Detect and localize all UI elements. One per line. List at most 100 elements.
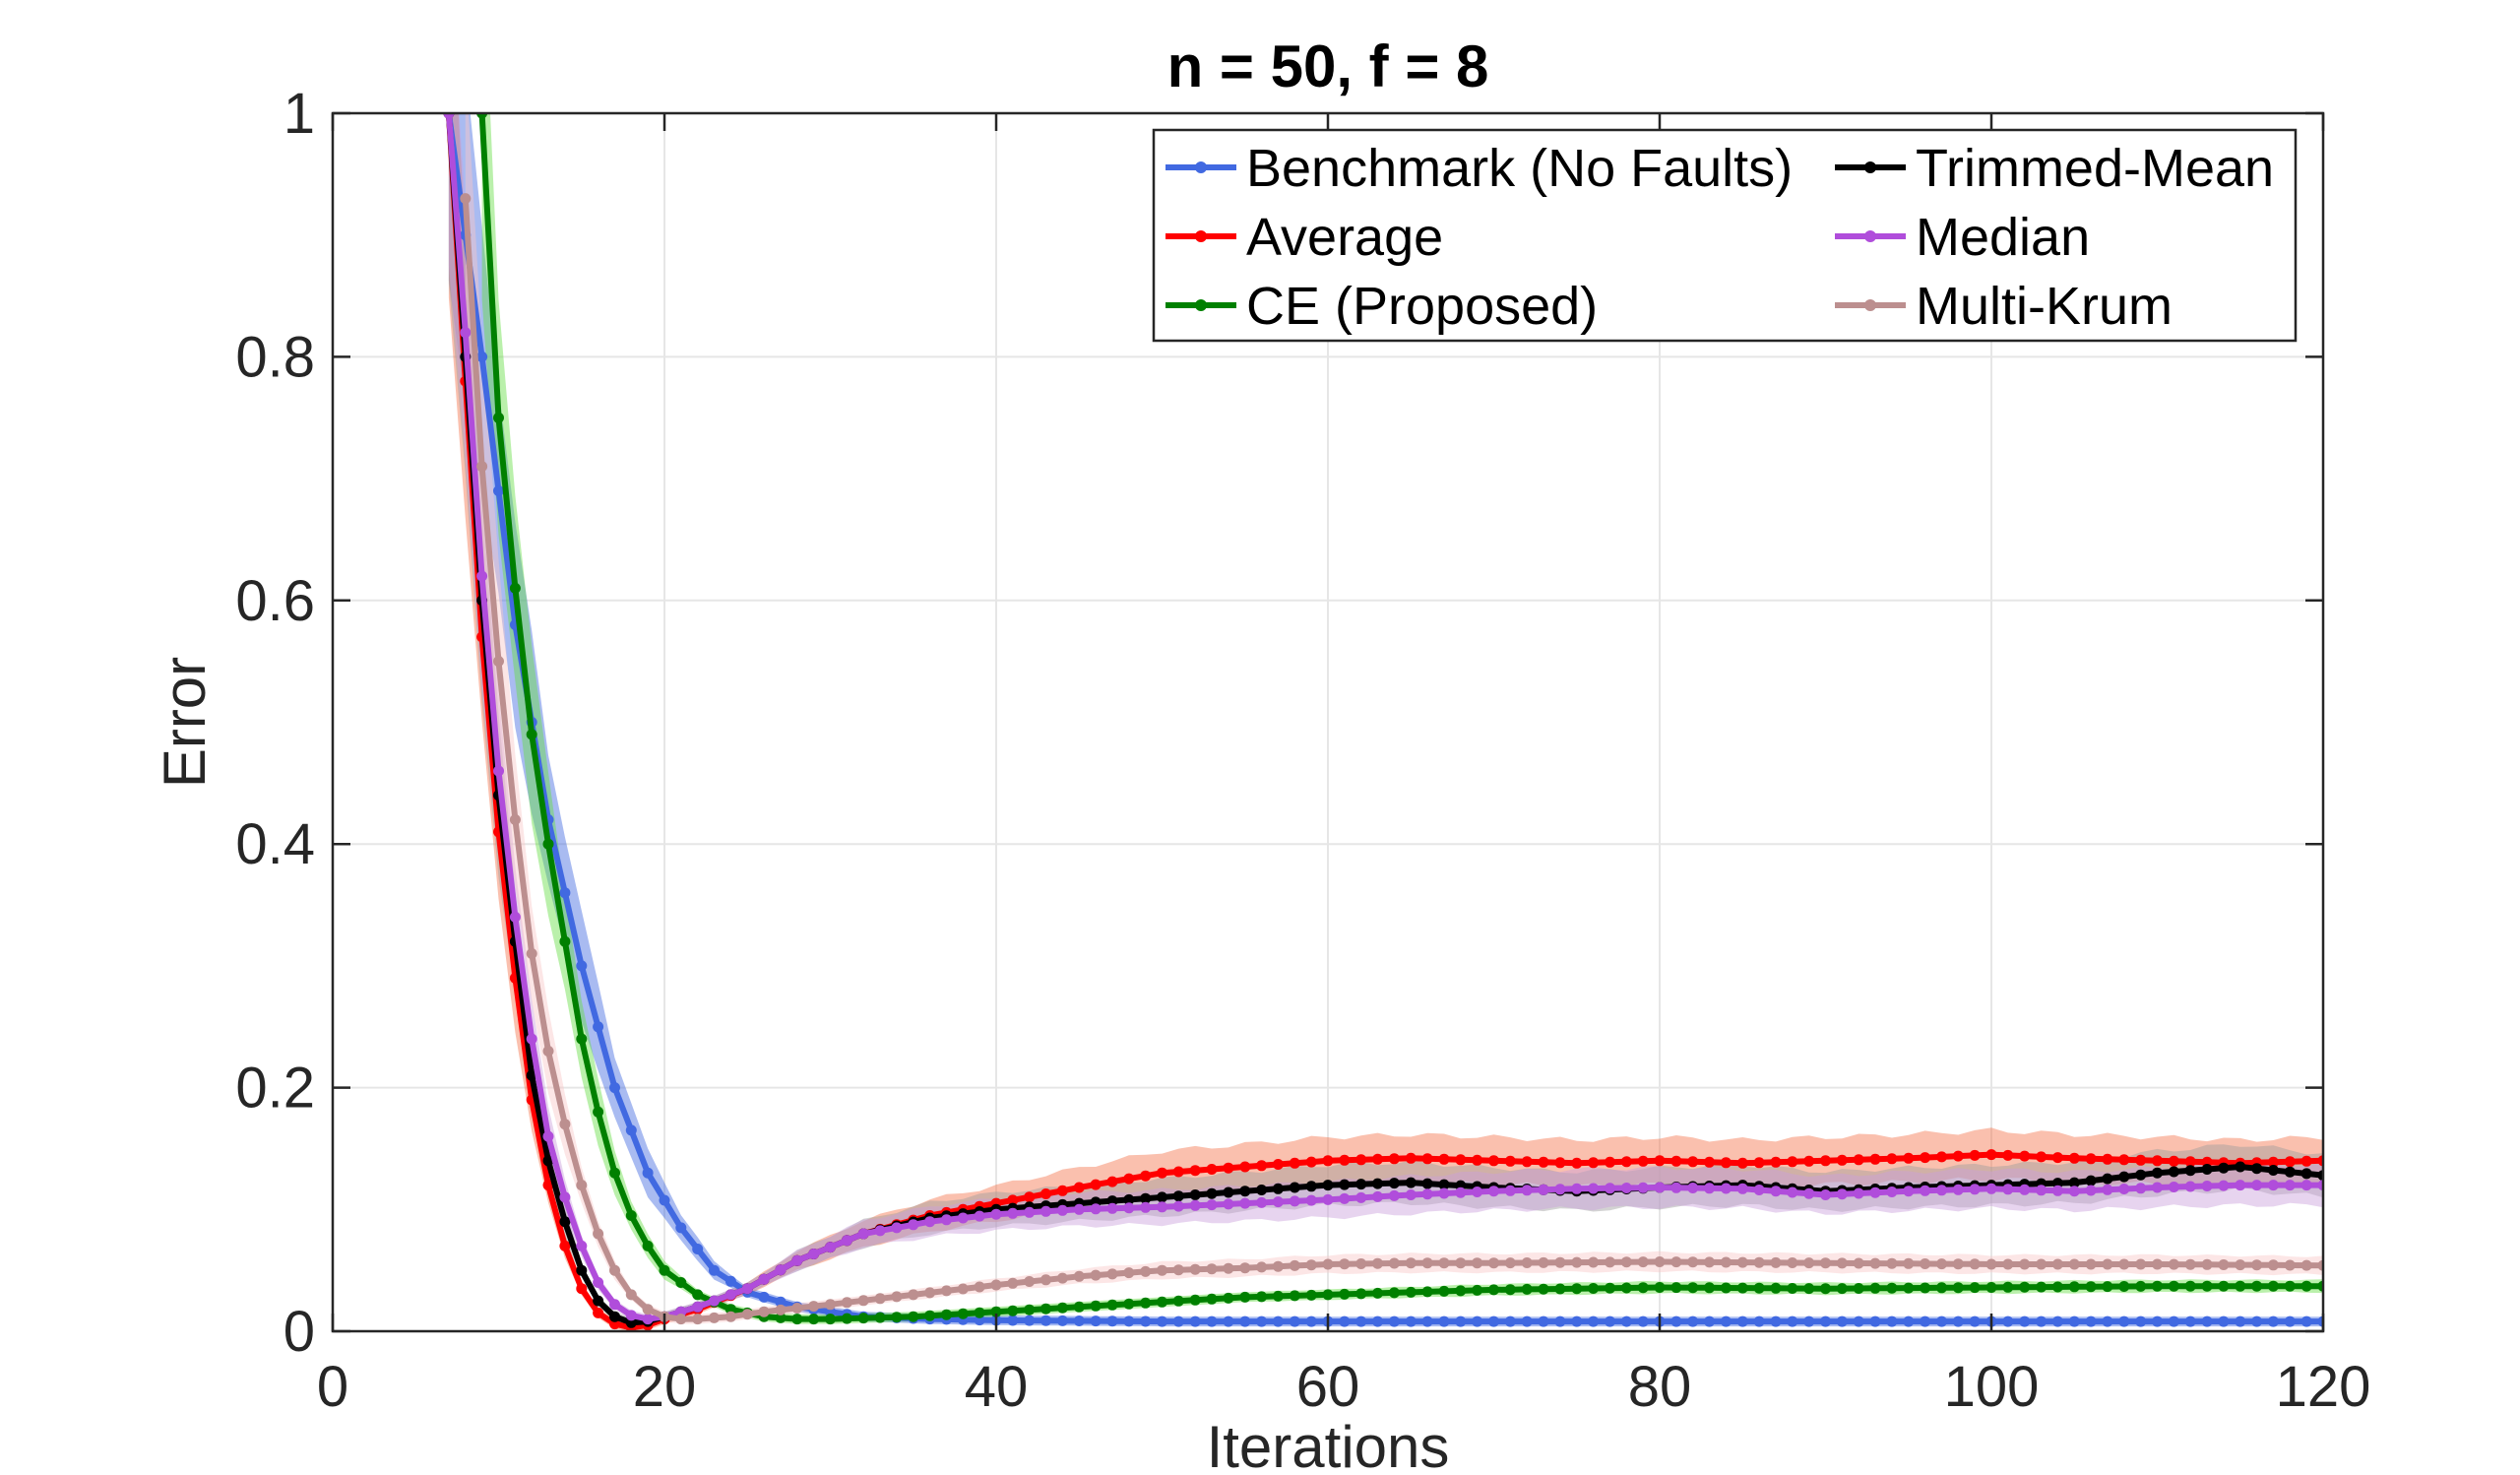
point-multi-krum (1007, 1277, 1019, 1289)
point-average (2036, 1151, 2048, 1163)
point-benchmark-no-faults (625, 1124, 637, 1136)
point-multi-krum (1140, 1265, 1152, 1277)
point-average (1869, 1153, 1881, 1165)
point-ce-proposed (593, 1106, 604, 1118)
point-median (2284, 1180, 2296, 1191)
point-median (1123, 1202, 1135, 1214)
point-multi-krum (1588, 1256, 1600, 1268)
point-ce-proposed (857, 1313, 869, 1324)
point-benchmark-no-faults (593, 1021, 604, 1033)
legend-item-median: Median (1835, 208, 2090, 267)
point-average (2184, 1156, 2196, 1168)
point-ce-proposed (476, 113, 488, 119)
point-benchmark-no-faults (1687, 1315, 1699, 1327)
point-multi-krum (1538, 1256, 1549, 1268)
x-tick-label: 40 (965, 1355, 1029, 1419)
point-ce-proposed (2300, 1280, 2312, 1292)
point-ce-proposed (1952, 1282, 1964, 1294)
point-benchmark-no-faults (1421, 1315, 1433, 1327)
point-benchmark-no-faults (724, 1275, 736, 1287)
point-ce-proposed (1157, 1296, 1167, 1308)
point-median (758, 1273, 770, 1285)
point-average (1736, 1157, 1748, 1169)
point-multi-krum (2036, 1258, 2048, 1270)
point-trimmed-mean (1239, 1186, 1251, 1197)
point-ce-proposed (1753, 1282, 1765, 1294)
point-benchmark-no-faults (2135, 1315, 2147, 1327)
point-average (1289, 1157, 1300, 1169)
point-median (1836, 1188, 1848, 1200)
point-median (1488, 1186, 1499, 1197)
point-multi-krum (460, 193, 472, 205)
point-average (1920, 1152, 1931, 1164)
x-tick-label: 60 (1296, 1355, 1360, 1419)
point-average (1056, 1185, 1068, 1196)
point-multi-krum (1472, 1257, 1483, 1269)
point-average (2267, 1156, 2279, 1168)
point-trimmed-mean (1438, 1179, 1450, 1190)
point-ce-proposed (941, 1309, 952, 1320)
point-benchmark-no-faults (2118, 1315, 2130, 1327)
point-average (1223, 1162, 1234, 1174)
point-average (1605, 1156, 1615, 1168)
point-ce-proposed (1421, 1286, 1433, 1298)
point-trimmed-mean (609, 1311, 620, 1322)
point-ce-proposed (2251, 1280, 2263, 1292)
point-multi-krum (924, 1287, 936, 1299)
point-median (908, 1219, 919, 1231)
point-benchmark-no-faults (1040, 1315, 1051, 1326)
point-ce-proposed (1504, 1284, 1516, 1296)
point-benchmark-no-faults (1588, 1315, 1600, 1327)
point-benchmark-no-faults (1438, 1315, 1450, 1327)
point-average (1554, 1157, 1566, 1169)
point-benchmark-no-faults (1853, 1315, 1864, 1327)
point-trimmed-mean (2251, 1163, 2263, 1175)
point-multi-krum (2102, 1258, 2113, 1270)
point-benchmark-no-faults (1538, 1315, 1549, 1327)
point-multi-krum (2284, 1259, 2296, 1271)
point-median (625, 1310, 637, 1321)
point-average (1687, 1156, 1699, 1168)
point-ce-proposed (1455, 1285, 1467, 1297)
point-benchmark-no-faults (709, 1264, 720, 1276)
legend-item-benchmark-no-faults: Benchmark (No Faults) (1166, 139, 1793, 198)
point-multi-krum (2184, 1258, 2196, 1270)
point-ce-proposed (1355, 1288, 1367, 1300)
point-median (1405, 1189, 1417, 1200)
point-median (2218, 1180, 2230, 1191)
point-multi-krum (2317, 1259, 2323, 1271)
point-ce-proposed (1256, 1291, 1268, 1303)
point-multi-krum (2300, 1259, 2312, 1271)
point-ce-proposed (2002, 1281, 2014, 1293)
point-average (1372, 1153, 1383, 1165)
point-median (526, 1033, 537, 1045)
point-benchmark-no-faults (2218, 1315, 2230, 1327)
point-ce-proposed (675, 1277, 687, 1288)
point-multi-krum (1056, 1272, 1068, 1284)
point-median (509, 911, 521, 923)
point-multi-krum (775, 1304, 787, 1315)
point-average (1969, 1149, 1981, 1161)
point-median (808, 1249, 820, 1259)
point-ce-proposed (1704, 1282, 1715, 1294)
point-trimmed-mean (1388, 1178, 1400, 1189)
point-average (576, 1283, 588, 1295)
point-average (1339, 1154, 1351, 1166)
point-benchmark-no-faults (1554, 1315, 1566, 1327)
point-average (2019, 1150, 2031, 1162)
legend-swatch-marker (1195, 161, 1207, 173)
y-tick-label: 0.2 (235, 1057, 315, 1121)
band-median (448, 113, 2323, 1324)
point-multi-krum (1289, 1259, 1300, 1271)
y-tick-label: 0.8 (235, 325, 315, 389)
point-average (1886, 1153, 1898, 1165)
point-average (1157, 1167, 1167, 1179)
confidence-bands (448, 113, 2323, 1331)
point-average (1720, 1157, 1732, 1169)
point-multi-krum (1554, 1256, 1566, 1268)
point-multi-krum (2019, 1258, 2031, 1270)
point-median (1869, 1186, 1881, 1198)
point-ce-proposed (1787, 1283, 1798, 1294)
point-median (1554, 1184, 1566, 1195)
point-ce-proposed (1172, 1295, 1184, 1307)
